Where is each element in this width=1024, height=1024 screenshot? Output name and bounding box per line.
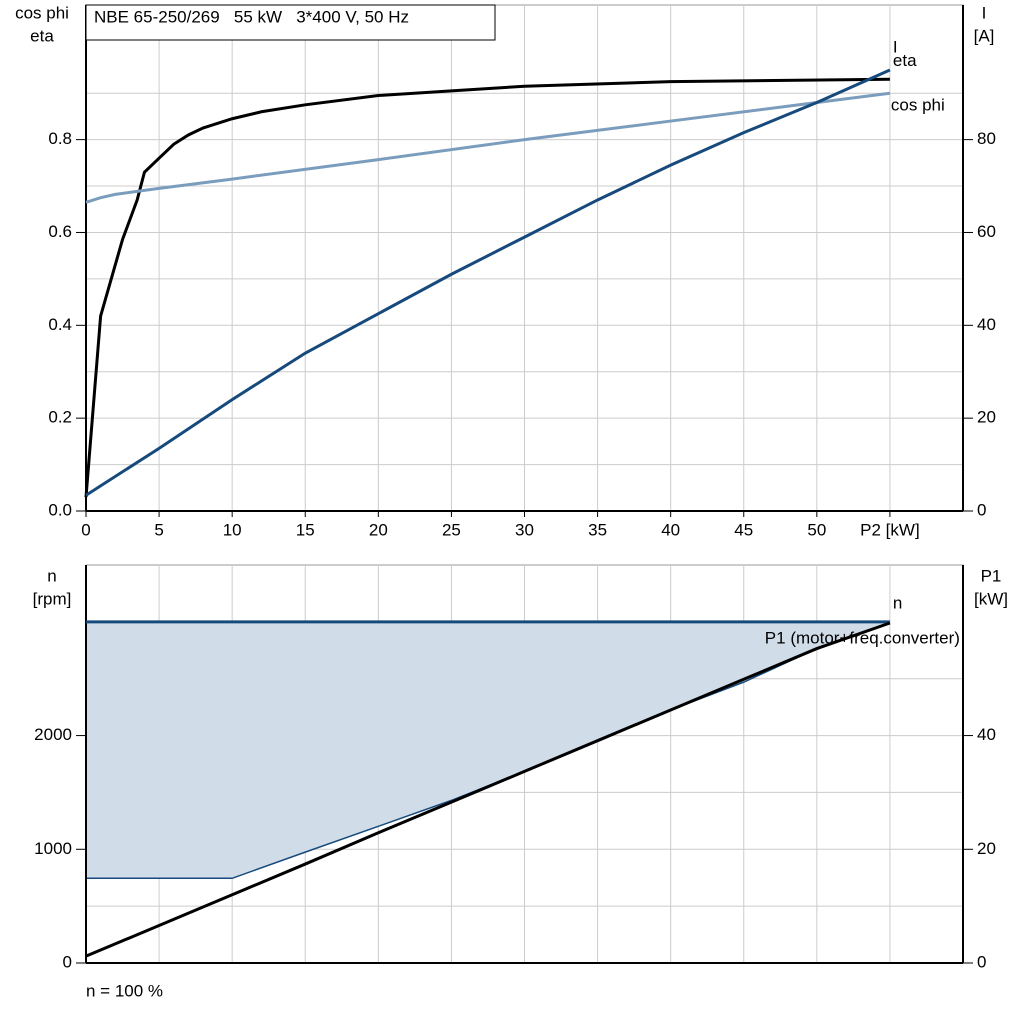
y2-tick-label: 20 bbox=[977, 839, 996, 858]
y2-tick-label: 40 bbox=[977, 725, 996, 744]
x-tick-label: 20 bbox=[369, 520, 388, 539]
x-tick-label: 0 bbox=[81, 520, 90, 539]
x-tick-label: P2 [kW] bbox=[860, 520, 920, 539]
y-tick-label: 0.6 bbox=[48, 222, 72, 241]
x-tick-label: 15 bbox=[296, 520, 315, 539]
y-axis-title: eta bbox=[30, 26, 54, 45]
y-axis-title: cos phi bbox=[15, 3, 69, 22]
x-tick-label: 30 bbox=[515, 520, 534, 539]
x-tick-label: 25 bbox=[442, 520, 461, 539]
note: n = 100 % bbox=[86, 981, 163, 1000]
series-label: n bbox=[893, 593, 902, 612]
y2-tick-label: 60 bbox=[977, 222, 996, 241]
series-label: I bbox=[893, 37, 898, 56]
x-tick-label: 45 bbox=[734, 520, 753, 539]
x-tick-label: 50 bbox=[807, 520, 826, 539]
series-line bbox=[85, 91, 891, 204]
x-tick-label: 40 bbox=[661, 520, 680, 539]
y2-axis-title: [A] bbox=[974, 26, 995, 45]
y-tick-label: 0.2 bbox=[48, 408, 72, 427]
series-label: P1 (motor+freq.converter) bbox=[765, 628, 960, 647]
y-tick-label: 0.0 bbox=[48, 500, 72, 519]
y2-axis-title: I bbox=[982, 3, 987, 22]
y2-tick-label: 40 bbox=[977, 315, 996, 334]
speed-range-area bbox=[86, 621, 890, 879]
y-axis-title: [rpm] bbox=[33, 589, 72, 608]
y-tick-label: 1000 bbox=[34, 839, 72, 858]
y2-tick-label: 0 bbox=[977, 500, 986, 519]
series-line bbox=[85, 68, 891, 497]
y2-tick-label: 0 bbox=[977, 952, 986, 971]
y-tick-label: 0.4 bbox=[48, 315, 72, 334]
x-tick-label: 35 bbox=[588, 520, 607, 539]
y-tick-label: 0 bbox=[63, 952, 72, 971]
y-tick-label: 0.8 bbox=[48, 129, 72, 148]
y-axis-title: n bbox=[47, 566, 56, 585]
x-tick-label: 5 bbox=[154, 520, 163, 539]
chart-title: NBE 65-250/269 55 kW 3*400 V, 50 Hz bbox=[94, 7, 409, 26]
title-box bbox=[85, 4, 496, 41]
y2-axis-title: [kW] bbox=[974, 589, 1008, 608]
series-line bbox=[85, 621, 891, 958]
y2-tick-label: 20 bbox=[977, 408, 996, 427]
y2-tick-label: 80 bbox=[977, 129, 996, 148]
y2-axis-title: P1 bbox=[981, 566, 1002, 585]
x-tick-label: 10 bbox=[223, 520, 242, 539]
series-label: eta bbox=[893, 51, 917, 70]
series-line bbox=[84, 77, 890, 498]
y-tick-label: 2000 bbox=[34, 725, 72, 744]
series-label: cos phi bbox=[891, 96, 945, 115]
